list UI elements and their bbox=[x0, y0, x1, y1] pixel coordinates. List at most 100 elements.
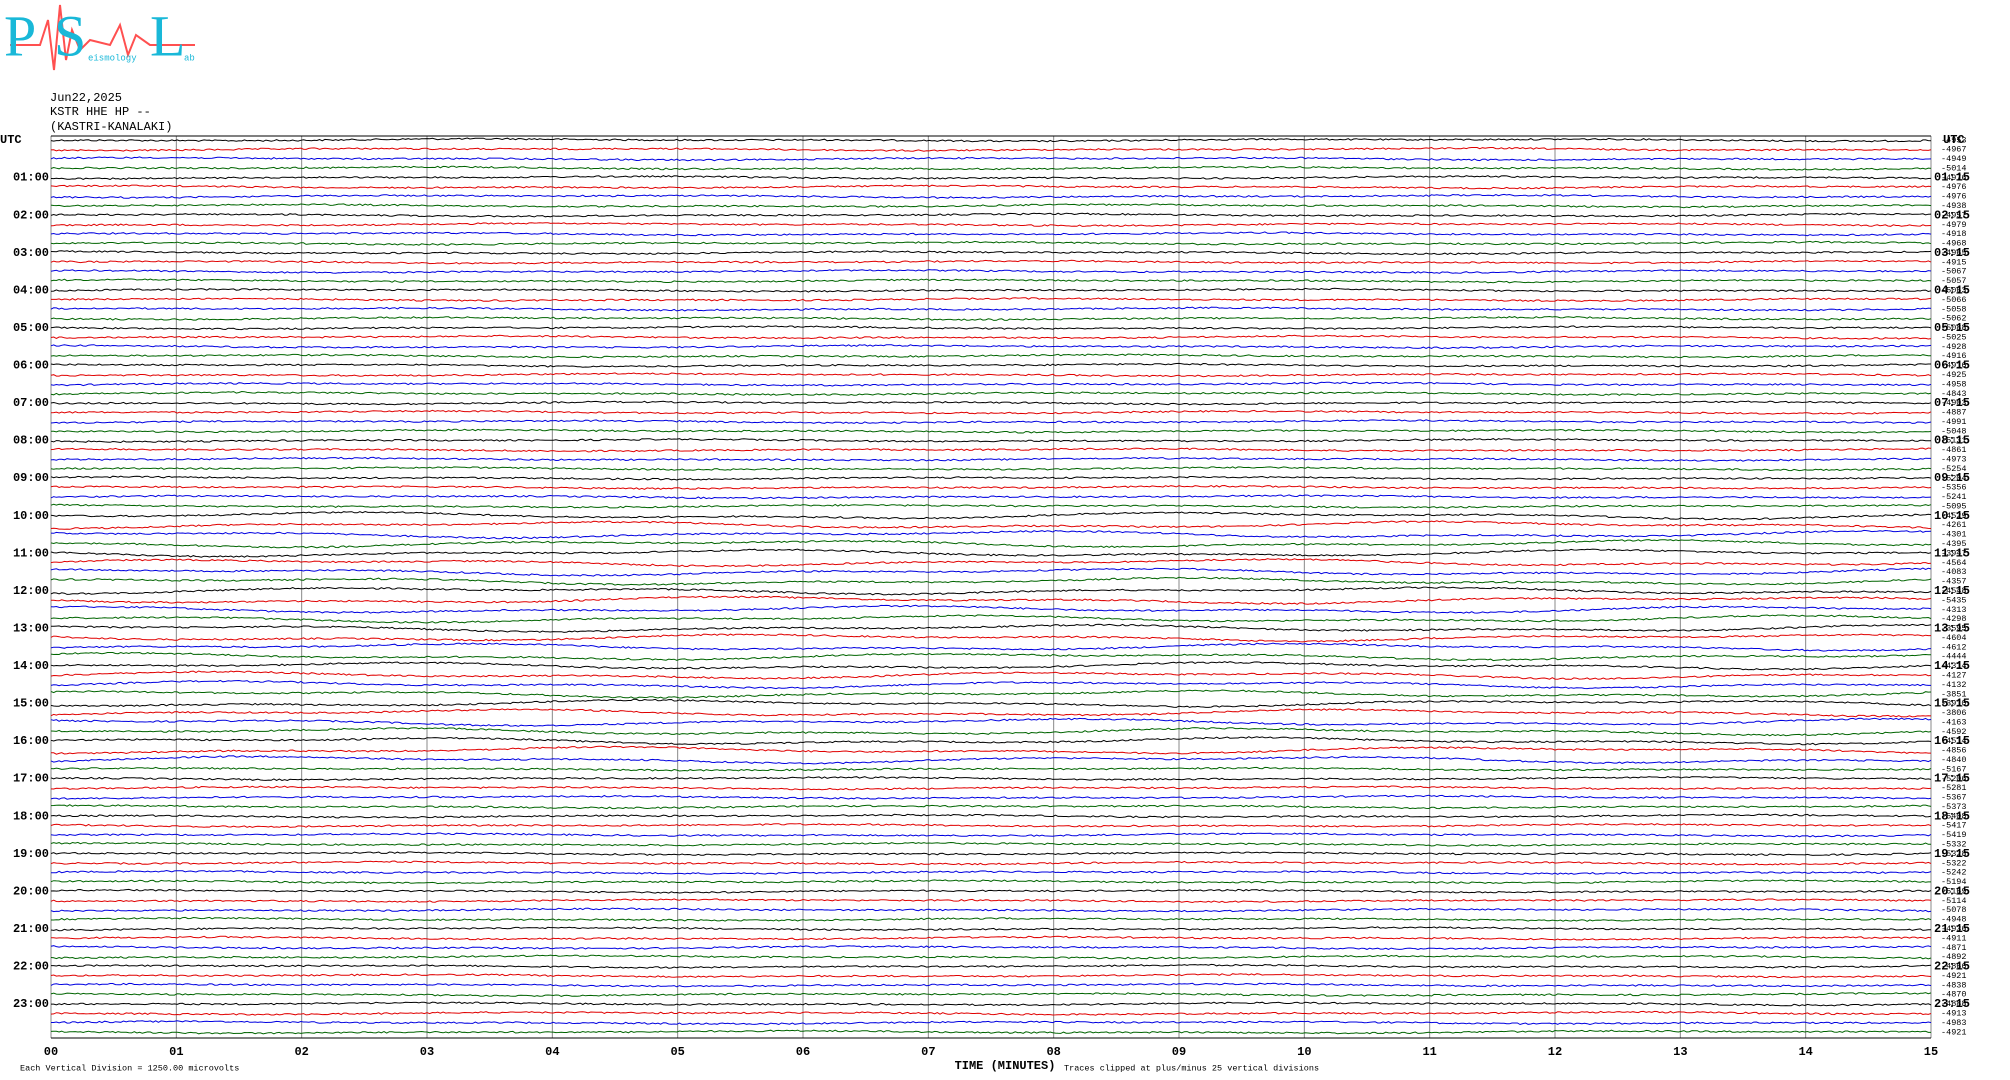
trace bbox=[51, 935, 1932, 941]
trace-offset: -5048 bbox=[1941, 426, 1967, 436]
trace bbox=[50, 146, 1932, 152]
trace-offset: -4925 bbox=[1941, 370, 1967, 380]
trace bbox=[50, 851, 1932, 857]
row-label-right: 23:15 bbox=[1934, 997, 1970, 1011]
trace bbox=[50, 353, 1931, 359]
trace bbox=[51, 623, 1932, 633]
row-label-left: 08:00 bbox=[13, 434, 49, 448]
trace-offset: -5332 bbox=[1941, 840, 1967, 850]
trace bbox=[50, 240, 1932, 246]
trace bbox=[50, 804, 1932, 810]
row-label-left: 06:00 bbox=[13, 359, 49, 373]
x-axis-title: TIME (MINUTES) bbox=[955, 1059, 1056, 1073]
trace bbox=[50, 381, 1932, 387]
trace bbox=[50, 633, 1931, 643]
trace-offset: -4888 bbox=[1941, 999, 1967, 1009]
row-label-left: 23:00 bbox=[13, 997, 49, 1011]
trace-offset: -4973 bbox=[1941, 455, 1967, 465]
trace-offset: -4953 bbox=[1941, 135, 1967, 145]
trace bbox=[50, 567, 1932, 577]
trace-offset: -4843 bbox=[1941, 389, 1967, 399]
logo-small: ab bbox=[184, 53, 195, 63]
trace bbox=[50, 614, 1932, 624]
trace bbox=[50, 315, 1932, 321]
trace-offset: -4991 bbox=[1941, 417, 1967, 427]
trace-offset: -5114 bbox=[1941, 896, 1967, 906]
trace-offset: -4887 bbox=[1941, 408, 1967, 418]
logo-letter: P bbox=[4, 3, 36, 68]
trace-offset: -4298 bbox=[1941, 614, 1967, 624]
row-label-left: 10:00 bbox=[13, 509, 49, 523]
trace bbox=[50, 334, 1932, 340]
row-label-left: 05:00 bbox=[13, 321, 49, 335]
trace-offset: -4913 bbox=[1941, 1009, 1967, 1019]
trace bbox=[50, 992, 1932, 997]
trace-offset: -4444 bbox=[1941, 652, 1967, 662]
trace-offset: -5356 bbox=[1941, 483, 1967, 493]
trace bbox=[50, 823, 1932, 828]
x-tick-label: 15 bbox=[1924, 1045, 1938, 1059]
x-tick-label: 04 bbox=[545, 1045, 559, 1059]
trace bbox=[50, 651, 1932, 662]
row-label-right: 19:15 bbox=[1934, 847, 1970, 861]
row-label-left: UTC bbox=[0, 133, 22, 147]
trace bbox=[50, 494, 1932, 500]
trace bbox=[50, 456, 1931, 462]
trace bbox=[50, 954, 1932, 960]
trace-offset: -3806 bbox=[1941, 708, 1967, 718]
trace-offset: -4968 bbox=[1941, 239, 1967, 249]
trace-offset: -4313 bbox=[1941, 605, 1967, 615]
trace bbox=[51, 869, 1932, 875]
trace bbox=[50, 548, 1932, 558]
x-tick-label: 11 bbox=[1422, 1045, 1436, 1059]
trace-offset: -5062 bbox=[1941, 314, 1967, 324]
row-label-right: 18:15 bbox=[1934, 809, 1970, 823]
trace-offset: -5066 bbox=[1941, 295, 1967, 305]
logo: P S L eismology ab bbox=[4, 3, 195, 71]
trace-offset: -5242 bbox=[1941, 868, 1967, 878]
trace bbox=[50, 419, 1932, 424]
x-tick-label: 10 bbox=[1297, 1045, 1311, 1059]
x-tick-label: 05 bbox=[670, 1045, 684, 1059]
trace-offset: -4301 bbox=[1941, 530, 1967, 540]
trace bbox=[50, 510, 1932, 521]
trace-offset: -4938 bbox=[1941, 201, 1967, 211]
trace-offset: -5281 bbox=[1941, 783, 1967, 793]
trace-offset: -4983 bbox=[1941, 1018, 1967, 1028]
row-label-left: 12:00 bbox=[13, 584, 49, 598]
trace bbox=[50, 278, 1932, 284]
x-tick-label: 02 bbox=[294, 1045, 308, 1059]
trace-offset: -5131 bbox=[1941, 436, 1967, 446]
trace bbox=[51, 745, 1931, 755]
row-label-left: 11:00 bbox=[13, 546, 49, 560]
trace bbox=[50, 558, 1932, 568]
trace bbox=[50, 661, 1932, 671]
header-date: Jun22,2025 bbox=[50, 91, 122, 105]
trace-offset: -4936 bbox=[1941, 924, 1967, 934]
row-label-right: 08:15 bbox=[1934, 434, 1970, 448]
trace bbox=[51, 595, 1932, 605]
trace-offset: -4916 bbox=[1941, 351, 1967, 361]
trace bbox=[50, 269, 1932, 274]
trace bbox=[50, 1029, 1931, 1035]
trace-offset: -5206 bbox=[1941, 774, 1967, 784]
trace bbox=[50, 184, 1932, 190]
row-label-left: 19:00 bbox=[13, 847, 49, 861]
trace bbox=[50, 250, 1932, 256]
header-location: (KASTRI-KANALAKI) bbox=[50, 120, 172, 134]
trace-offset: -5241 bbox=[1941, 492, 1967, 502]
row-label-left: 14:00 bbox=[13, 659, 49, 673]
trace-offset: -4918 bbox=[1941, 229, 1967, 239]
x-tick-label: 12 bbox=[1548, 1045, 1562, 1059]
trace-offset: -4911 bbox=[1941, 933, 1967, 943]
row-label-right: 02:15 bbox=[1934, 208, 1970, 222]
row-label-right: 17:15 bbox=[1934, 772, 1970, 786]
row-label-right: 20:15 bbox=[1934, 884, 1970, 898]
trace-offset: -5435 bbox=[1941, 595, 1967, 605]
row-label-right: 09:15 bbox=[1934, 471, 1970, 485]
trace-offset: -4965 bbox=[1941, 248, 1967, 258]
x-tick-label: 13 bbox=[1673, 1045, 1687, 1059]
trace bbox=[50, 503, 1932, 509]
trace bbox=[50, 766, 1932, 772]
trace-offset: -3851 bbox=[1941, 689, 1967, 699]
